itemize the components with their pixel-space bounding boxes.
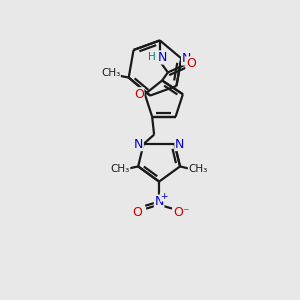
Text: N: N — [182, 52, 191, 65]
Text: CH₃: CH₃ — [188, 164, 208, 174]
Text: O: O — [132, 206, 142, 219]
Text: CH₃: CH₃ — [111, 164, 130, 174]
Text: N: N — [175, 137, 184, 151]
Text: O: O — [134, 88, 144, 101]
Text: CH₃: CH₃ — [101, 68, 120, 78]
Text: N: N — [158, 51, 167, 64]
Text: O⁻: O⁻ — [173, 206, 189, 219]
Text: H: H — [148, 52, 156, 62]
Text: O: O — [186, 57, 196, 70]
Text: N: N — [154, 195, 164, 208]
Text: N: N — [134, 137, 143, 151]
Text: +: + — [160, 192, 168, 201]
